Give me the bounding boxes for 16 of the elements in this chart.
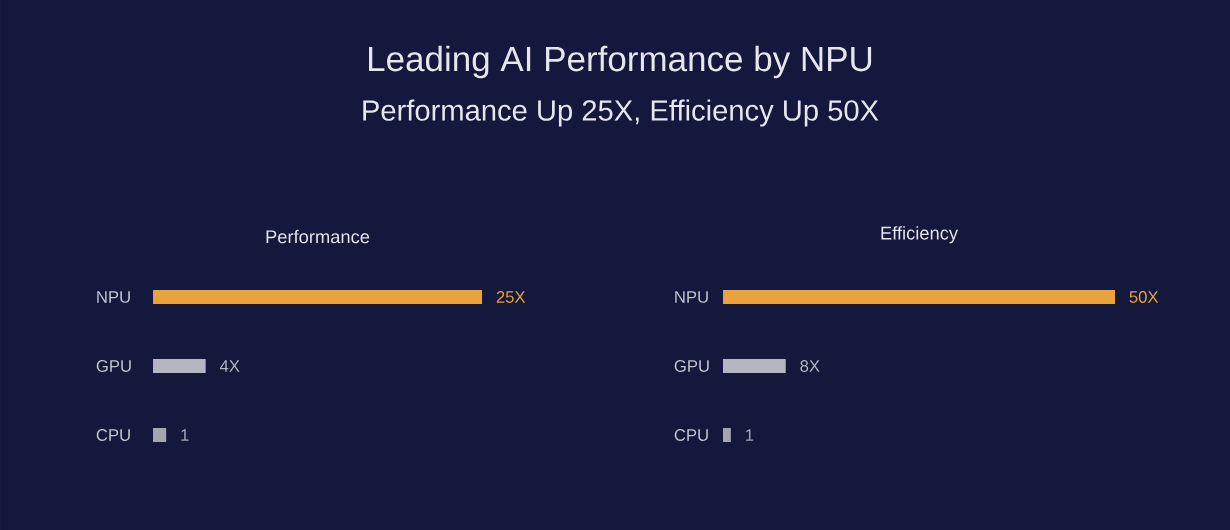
y-tick-label: GPU <box>96 360 131 372</box>
y-tick-label: CPU <box>674 429 708 441</box>
data-label: 1 <box>746 429 754 441</box>
y-tick-label: NPU <box>97 291 130 303</box>
data-label: 8X <box>800 360 820 372</box>
y-tick-label: CPU <box>96 429 130 441</box>
text: Performance Up 25X, Efficiency Up 50X <box>363 99 879 127</box>
data-label: 25X <box>496 291 526 303</box>
y-tick-label: GPU <box>674 360 709 372</box>
text: Leading AI Performance by NPU <box>369 45 872 79</box>
data-label: 4X <box>219 360 240 372</box>
data-label: 50X <box>1129 291 1159 303</box>
chart-title: Performance <box>266 229 370 244</box>
data-label: 1 <box>181 429 189 441</box>
chart-title: Efficiency <box>881 226 959 244</box>
y-tick-label: NPU <box>675 291 708 303</box>
